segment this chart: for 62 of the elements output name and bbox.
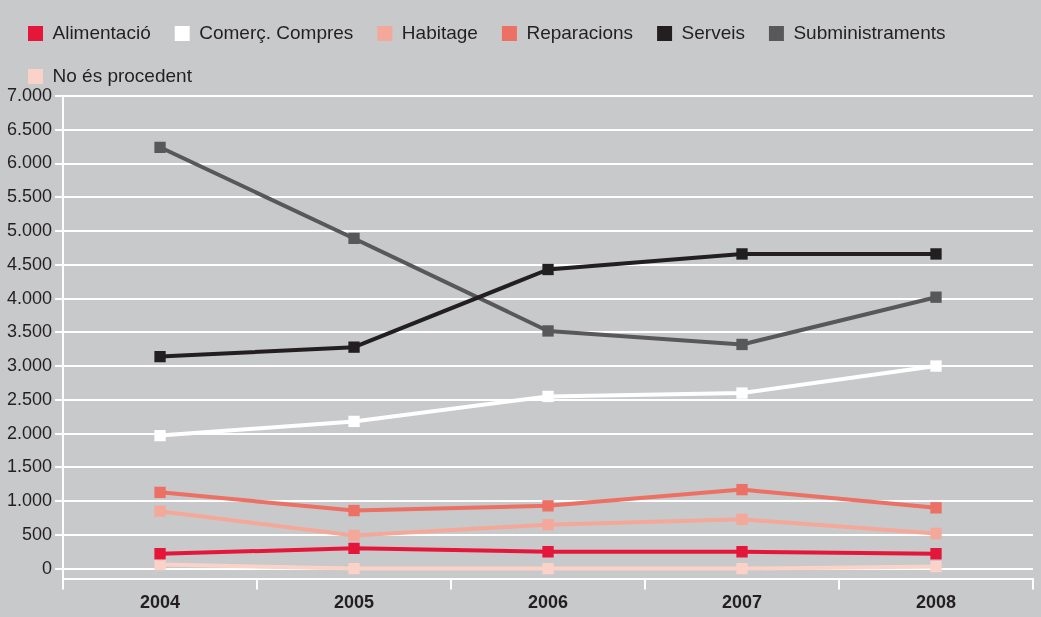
point [348,504,360,517]
legend-label: Reparacions [526,21,634,43]
point [154,558,166,571]
point [154,141,166,153]
point [736,338,748,351]
point [542,263,554,276]
point [542,390,554,403]
point [930,548,942,560]
point [930,360,942,372]
y-tick-label: 4.000 [7,287,53,308]
point [930,291,942,303]
legend-label: Subministraments [793,21,946,43]
point [348,341,360,353]
point [736,387,748,399]
point [348,415,360,428]
y-tick-label: 3.500 [7,321,53,342]
point [154,505,166,517]
legend-label: No és procedent [52,64,193,86]
y-tick-label: 5.000 [7,220,53,240]
point [736,483,748,496]
point [930,527,942,540]
legend-label: Habitage [401,21,478,43]
point [736,546,748,558]
point [348,542,360,554]
x-tick-label: 2008 [915,592,957,613]
y-tick-label: 0 [42,557,53,578]
x-tick-label: 2007 [721,592,763,613]
point [154,548,166,560]
y-tick-label: 6.000 [7,152,53,173]
x-tick-label: 2004 [140,592,181,613]
point [542,562,554,575]
legend-label: Serveis [681,21,745,43]
point [154,429,166,442]
x-tick-label: 2005 [334,592,375,613]
y-tick-label: 1.000 [7,490,53,511]
point [542,500,554,512]
point [542,519,554,531]
point [930,248,942,260]
point [348,562,360,575]
legend-label: Alimentació [52,21,151,43]
y-tick-label: 4.500 [7,253,53,274]
point [736,513,748,525]
point [542,546,554,558]
x-tick-label: 2006 [528,592,569,613]
point [736,248,748,260]
point [154,486,166,498]
y-tick-label: 6.500 [7,118,53,139]
y-tick-label: 1.500 [7,456,53,477]
y-tick-label: 5.500 [7,186,53,207]
y-tick-label: 500 [22,523,53,544]
point [348,232,360,245]
point [348,529,360,542]
point [542,325,554,337]
point [930,502,942,514]
point [930,560,942,573]
point [154,350,166,363]
y-tick-label: 7.000 [7,84,53,105]
y-tick-label: 2.000 [7,422,53,443]
y-tick-label: 3.000 [7,355,53,376]
legend-label: Comerç. Compres [199,21,354,43]
point [736,562,748,575]
y-tick-label: 2.500 [7,388,53,409]
